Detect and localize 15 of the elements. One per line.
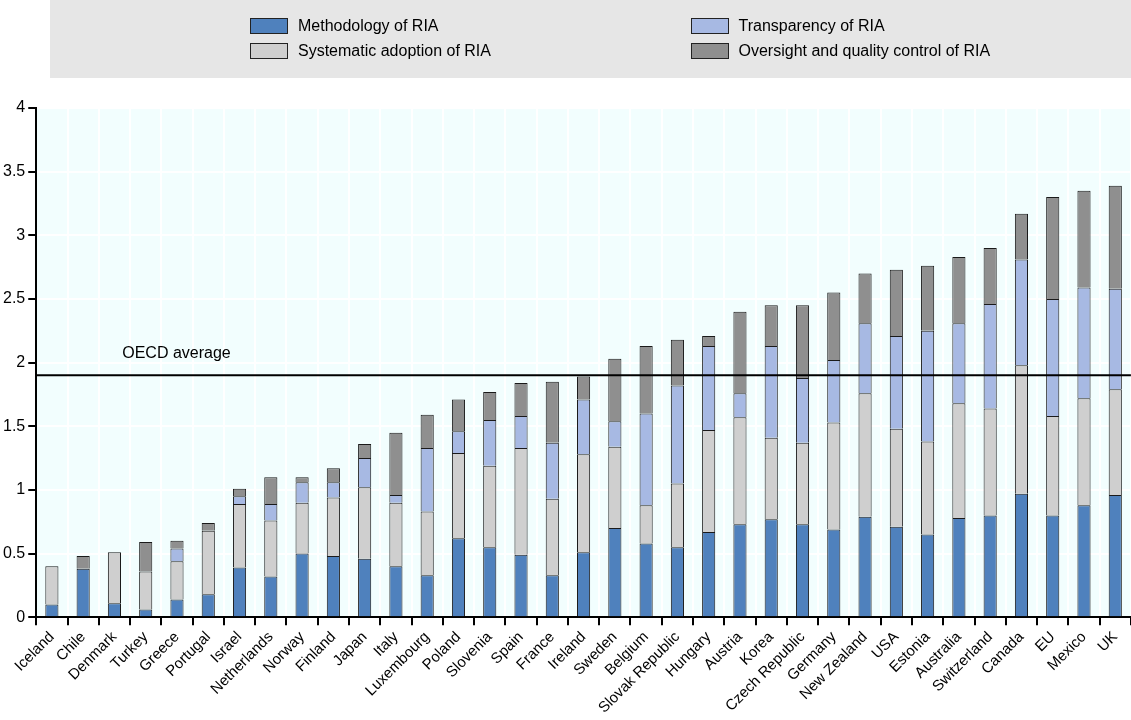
y-tick-label: 3.5: [2, 162, 26, 180]
y-tick-label: 4: [16, 98, 26, 116]
y-tick-label: 2.5: [2, 289, 26, 307]
legend-label: Methodology of RIA: [298, 16, 439, 35]
legend-label: Oversight and quality control of RIA: [738, 41, 991, 60]
y-tick-label: 2: [16, 353, 26, 371]
y-tick-label: 1: [16, 480, 26, 498]
legend-label: Transparency of RIA: [738, 16, 885, 35]
ref-line-label: OECD average: [122, 343, 231, 361]
y-tick-label: 3: [16, 225, 26, 243]
y-tick-label: 1.5: [2, 416, 26, 434]
x-tick-label: UK: [1093, 627, 1121, 655]
y-tick-label: 0.5: [2, 543, 26, 561]
legend-label: Systematic adoption of RIA: [298, 41, 491, 60]
y-tick-label: 0: [16, 607, 26, 625]
